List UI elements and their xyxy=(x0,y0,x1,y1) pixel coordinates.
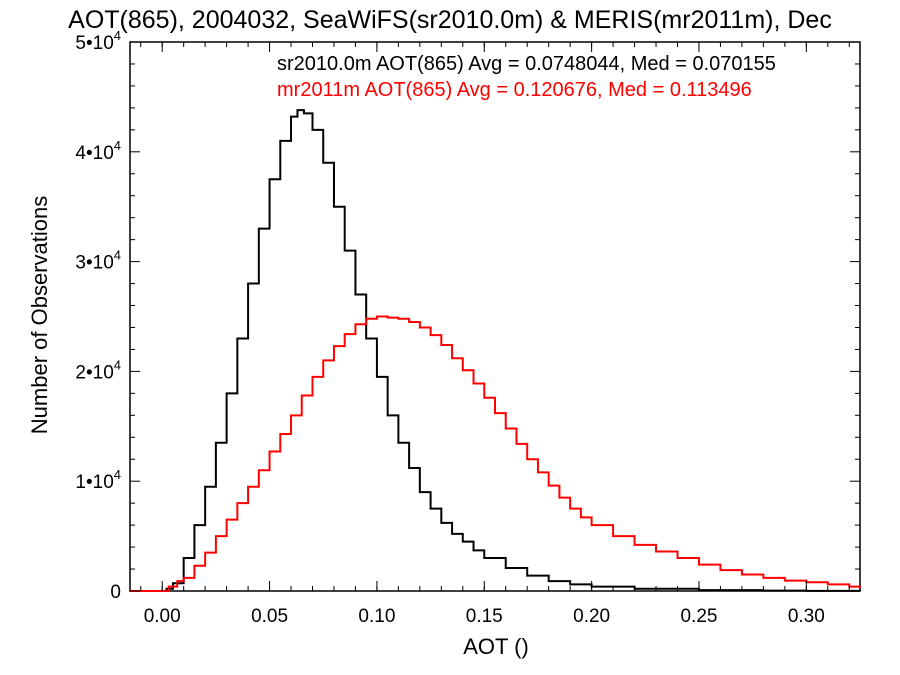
x-tick-label: 0.15 xyxy=(466,606,503,627)
plot-border xyxy=(129,41,861,592)
series-layer xyxy=(130,109,861,592)
annotation-red-series: mr2011m AOT(865) Avg = 0.120676, Med = 0… xyxy=(277,79,752,101)
y-tick-label: 3•104 xyxy=(75,248,121,274)
chart-title: AOT(865), 2004032, SeaWiFS(sr2010.0m) & … xyxy=(68,6,832,34)
x-axis-label: AOT () xyxy=(463,634,529,659)
x-tick-label: 0.20 xyxy=(573,606,610,627)
series-line-0 xyxy=(130,109,861,592)
y-tick-label: 5•104 xyxy=(75,28,121,54)
y-tick-label: 4•104 xyxy=(75,138,121,164)
y-tick-label: 1•104 xyxy=(75,467,121,493)
x-tick-label: 0.05 xyxy=(251,606,288,627)
y-tick-label: 2•104 xyxy=(75,357,121,383)
series-line-1 xyxy=(130,315,861,592)
x-tick-label: 0.30 xyxy=(788,606,825,627)
x-tick-label: 0.00 xyxy=(144,606,181,627)
ticks-layer: 0.00 0.05 0.10 0.15 0.20 0.25 0.30 0 1•104 2•104 3… xyxy=(75,28,860,627)
y-tick-label: 0 xyxy=(110,582,121,603)
x-tick-label: 0.25 xyxy=(680,606,717,627)
annotation-black-series: sr2010.0m AOT(865) Avg = 0.0748044, Med … xyxy=(277,53,776,75)
y-axis-label: Number of Observations xyxy=(27,196,52,434)
x-tick-label: 0.10 xyxy=(358,606,395,627)
plot-frame xyxy=(129,41,861,592)
